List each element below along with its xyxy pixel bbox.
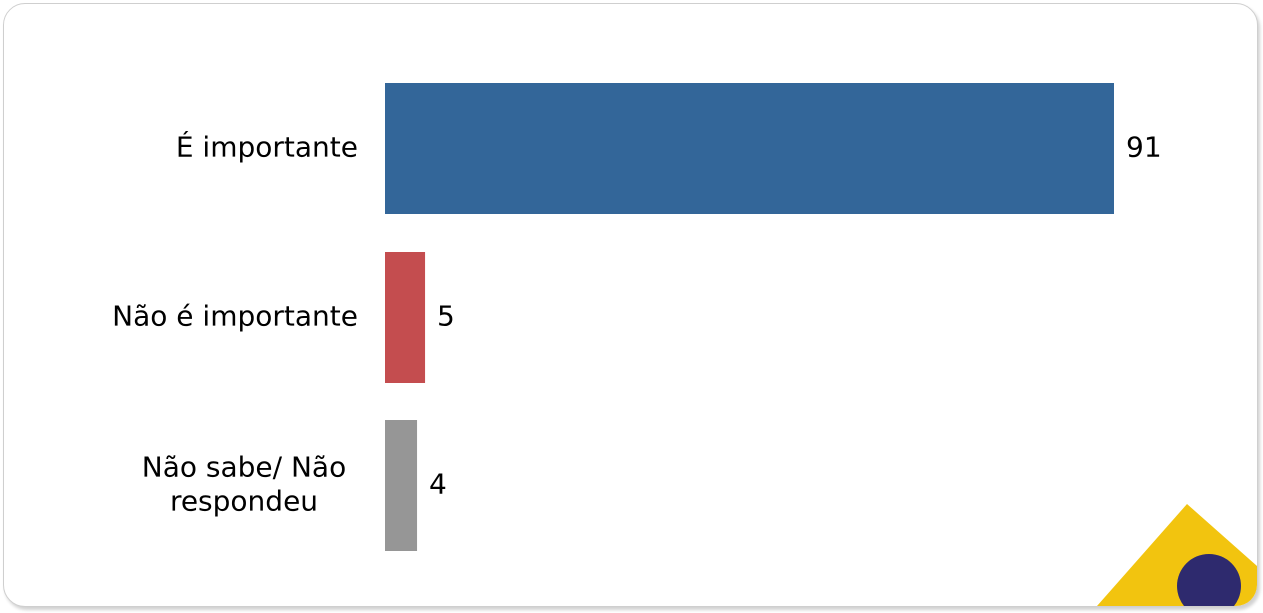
- value-label-1: 5: [437, 300, 455, 333]
- value-label-0: 91: [1126, 131, 1162, 164]
- flag-logo-icon: [1097, 504, 1257, 606]
- category-label-2: Não sabe/ Não respondeu: [142, 451, 346, 518]
- bar-1: [385, 252, 426, 383]
- bar-0: [385, 83, 1114, 214]
- value-label-2: 4: [429, 468, 447, 501]
- chart-card: 91 É importante 5 Não é importante 4 Não sabe…: [3, 3, 1258, 607]
- category-label-0: É importante: [176, 130, 358, 164]
- bar-chart: 91 É importante 5 Não é importante 4 Não sabe…: [112, 83, 1162, 551]
- bar-2: [385, 420, 418, 551]
- category-label-1: Não é importante: [112, 300, 358, 333]
